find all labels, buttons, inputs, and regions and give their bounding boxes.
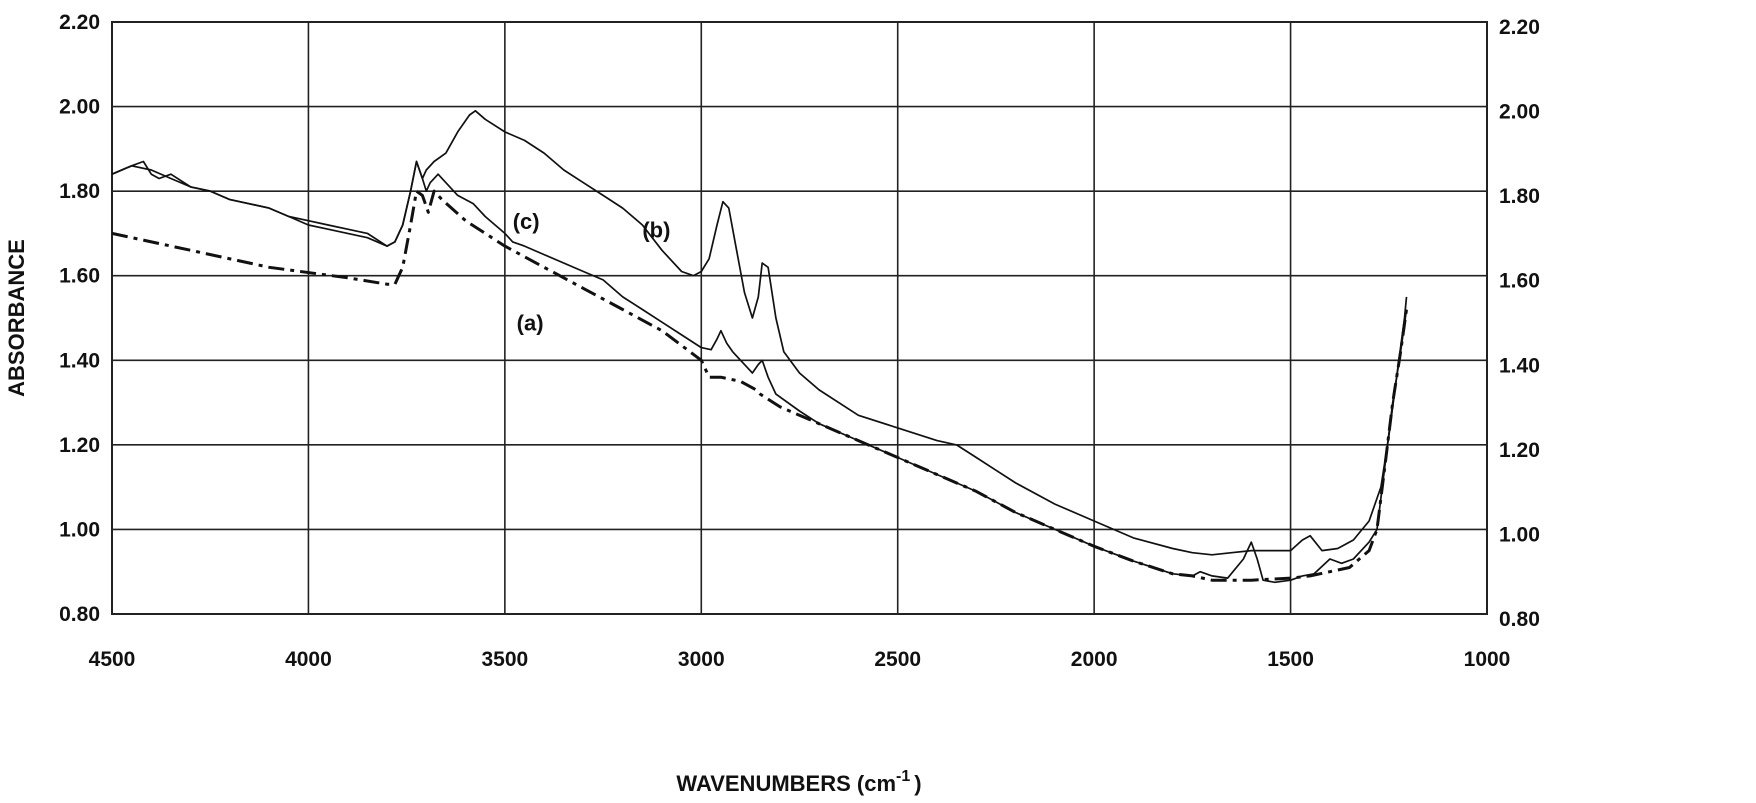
series-annotations: (a) (b) (c) xyxy=(513,209,671,335)
x-tick-labels: 4500 4000 3500 3000 2500 2000 1500 1000 xyxy=(89,648,1511,671)
x-tick-label: 1000 xyxy=(1464,648,1511,671)
y-tick-label: 2.20 xyxy=(59,11,100,34)
y-tick-label: 2.00 xyxy=(59,96,100,119)
y-tick-label: 0.80 xyxy=(59,603,100,626)
y-tick-label: 1.60 xyxy=(59,265,100,288)
x-axis-title-main: WAVENUMBERS (cm xyxy=(676,771,896,796)
y-tick-label: 1.00 xyxy=(59,518,100,541)
series-label-b: (b) xyxy=(642,218,670,243)
x-tick-label: 3000 xyxy=(678,648,725,671)
y-tick-label: 1.80 xyxy=(59,180,100,203)
y-tick-label-right: 2.00 xyxy=(1499,101,1540,124)
x-axis-title-sup: -1 xyxy=(896,768,910,785)
x-tick-label: 2500 xyxy=(874,648,921,671)
series-line-c xyxy=(111,160,1408,584)
y-tick-label-right: 0.80 xyxy=(1499,608,1540,631)
y-tick-label-right: 1.80 xyxy=(1499,185,1540,208)
series-label-c: (c) xyxy=(513,209,540,234)
y-tick-label-right: 1.40 xyxy=(1499,354,1540,377)
x-axis-title-end: ) xyxy=(914,771,921,796)
y-tick-label-right: 1.20 xyxy=(1499,439,1540,462)
grid-lines xyxy=(111,21,1488,615)
y-tick-label-right: 1.00 xyxy=(1499,523,1540,546)
x-axis-title: WAVENUMBERS (cm-1) xyxy=(676,768,921,796)
series-lines xyxy=(111,109,1408,584)
series-label-a: (a) xyxy=(517,311,544,336)
series-line-b xyxy=(111,109,1408,556)
y-tick-label: 1.20 xyxy=(59,434,100,457)
series-line-a xyxy=(111,189,1408,582)
y-axis-title: ABSORBANCE xyxy=(4,239,29,397)
plot-frame xyxy=(111,21,1488,615)
x-tick-label: 4500 xyxy=(89,648,136,671)
x-tick-label: 2000 xyxy=(1071,648,1118,671)
x-tick-label: 4000 xyxy=(285,648,332,671)
y-tick-label-right: 2.20 xyxy=(1499,16,1540,39)
x-tick-label: 3500 xyxy=(481,648,528,671)
y-tick-label: 1.40 xyxy=(59,349,100,372)
y-tick-label-right: 1.60 xyxy=(1499,270,1540,293)
left-y-tick-labels: 0.80 1.00 1.20 1.40 1.60 1.80 2.00 2.20 xyxy=(59,11,100,626)
right-y-tick-labels: 0.80 1.00 1.20 1.40 1.60 1.80 2.00 2.20 xyxy=(1499,16,1540,631)
x-tick-label: 1500 xyxy=(1267,648,1314,671)
